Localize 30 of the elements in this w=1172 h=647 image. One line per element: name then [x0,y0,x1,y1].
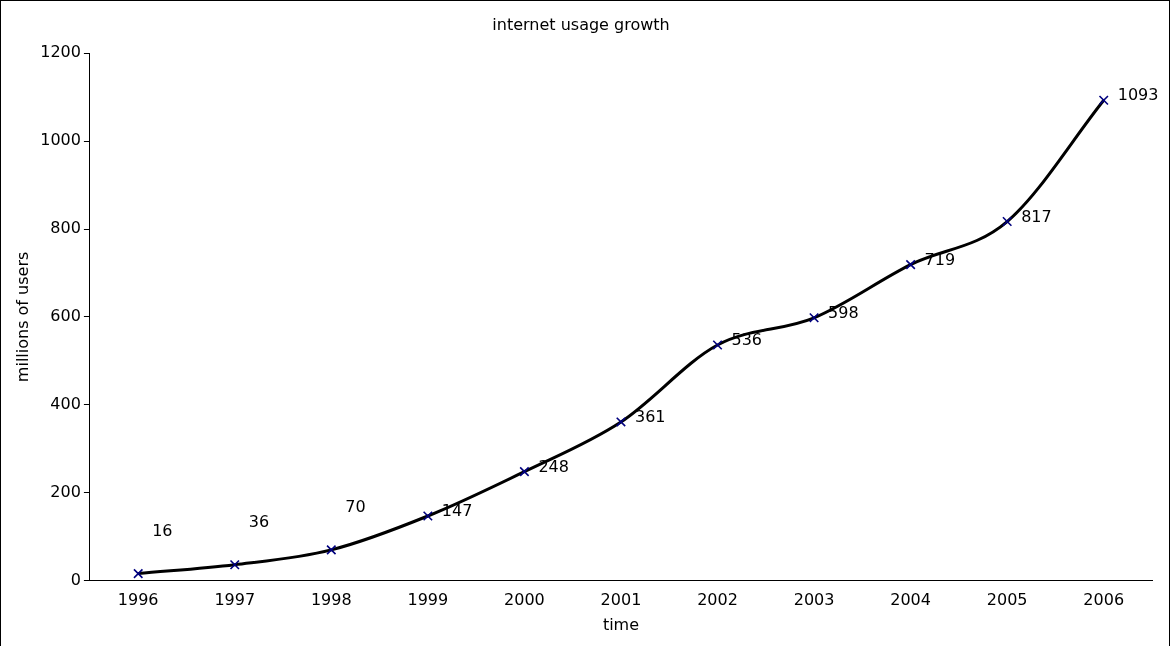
x-tick-label: 1997 [214,590,256,610]
x-tick-label: 1996 [117,590,159,610]
y-tick-label: 200 [50,481,81,501]
y-tick-label: 800 [50,218,81,238]
data-label: 70 [345,496,366,516]
data-label: 147 [441,501,473,521]
x-tick-label: 2006 [1083,590,1125,610]
data-label: 817 [1021,206,1052,226]
y-tick-label: 600 [50,306,81,326]
data-label: 248 [538,456,569,476]
x-tick-label: 2003 [793,590,835,610]
x-tick-label: 2002 [697,590,738,610]
x-tick-label: 1998 [310,590,352,610]
x-tick-label: 2000 [504,590,545,610]
x-tick-label: 2001 [600,590,642,610]
x-tick-label: 1999 [407,590,449,610]
data-label: 36 [248,511,270,531]
data-label: 16 [152,520,173,540]
x-tick-label: 2004 [890,590,931,610]
data-label: 1093 [1117,85,1159,105]
x-axis-title: time [602,614,640,634]
data-label: 361 [634,407,666,427]
y-tick-label: 1200 [40,42,81,62]
y-tick-label: 0 [70,569,81,589]
x-tick-label: 2005 [986,590,1028,610]
chart-title: internet usage growth [492,14,670,34]
data-label: 598 [828,302,859,322]
y-tick-label: 1000 [40,130,81,150]
y-axis-title: millions of users [12,251,32,383]
y-tick-label: 400 [50,393,81,413]
